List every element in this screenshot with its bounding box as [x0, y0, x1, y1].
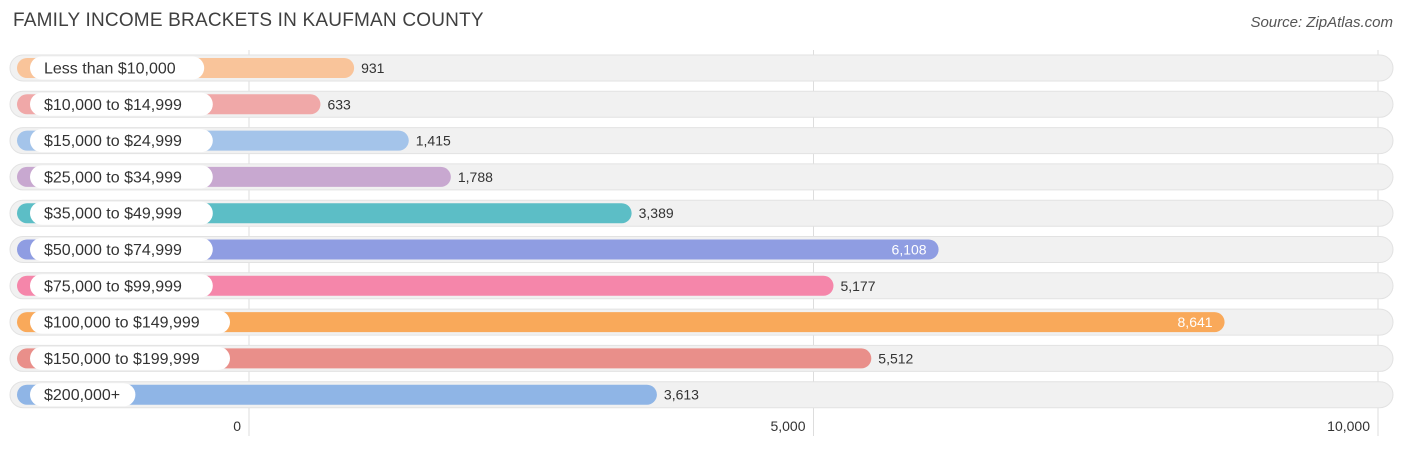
category-pill-8 — [30, 346, 230, 370]
category-label-0: Less than $10,000 — [44, 61, 176, 78]
chart-source: Source: ZipAtlas.com — [1250, 14, 1393, 31]
category-pill-9 — [30, 383, 136, 407]
value-label-5: 6,108 — [892, 242, 927, 258]
value-label-0: 931 — [361, 60, 385, 76]
category-pill-2 — [30, 129, 213, 153]
bar-track-0 — [9, 54, 1394, 82]
value-label-3: 1,788 — [458, 169, 493, 185]
category-label-8: $150,000 to $199,999 — [44, 351, 200, 368]
category-pill-0 — [30, 56, 205, 80]
category-pill-7 — [30, 310, 230, 334]
x-tick-label-2: 10,000 — [1327, 418, 1370, 434]
bar-track-1 — [9, 90, 1394, 118]
value-label-6: 5,177 — [840, 278, 875, 294]
x-tick-label-0: 0 — [233, 418, 241, 434]
category-label-1: $10,000 to $14,999 — [44, 97, 182, 114]
category-label-5: $50,000 to $74,999 — [44, 242, 182, 259]
bar-7 — [17, 312, 1225, 333]
category-label-2: $15,000 to $24,999 — [44, 133, 182, 150]
category-pill-1 — [30, 92, 213, 116]
category-pill-6 — [30, 274, 213, 298]
category-pill-3 — [30, 165, 213, 189]
category-pill-5 — [30, 238, 213, 261]
value-label-9: 3,613 — [664, 387, 699, 403]
bar-8 — [17, 348, 872, 369]
category-label-6: $75,000 to $99,999 — [44, 278, 182, 295]
value-label-4: 3,389 — [639, 205, 674, 221]
bar-9 — [17, 384, 657, 405]
value-label-2: 1,415 — [416, 133, 451, 149]
category-label-9: $200,000+ — [44, 387, 120, 404]
bar-5 — [17, 239, 939, 260]
value-label-8: 5,512 — [878, 350, 913, 366]
category-label-4: $35,000 to $49,999 — [44, 206, 182, 223]
category-pill-4 — [30, 201, 213, 225]
value-label-7: 8,641 — [1178, 314, 1213, 330]
category-label-3: $25,000 to $34,999 — [44, 169, 182, 186]
category-label-7: $100,000 to $149,999 — [44, 315, 200, 332]
value-label-1: 633 — [327, 96, 351, 112]
bar-6 — [17, 275, 834, 296]
x-tick-label-1: 5,000 — [770, 418, 805, 434]
chart-title: FAMILY INCOME BRACKETS IN KAUFMAN COUNTY — [13, 10, 484, 31]
